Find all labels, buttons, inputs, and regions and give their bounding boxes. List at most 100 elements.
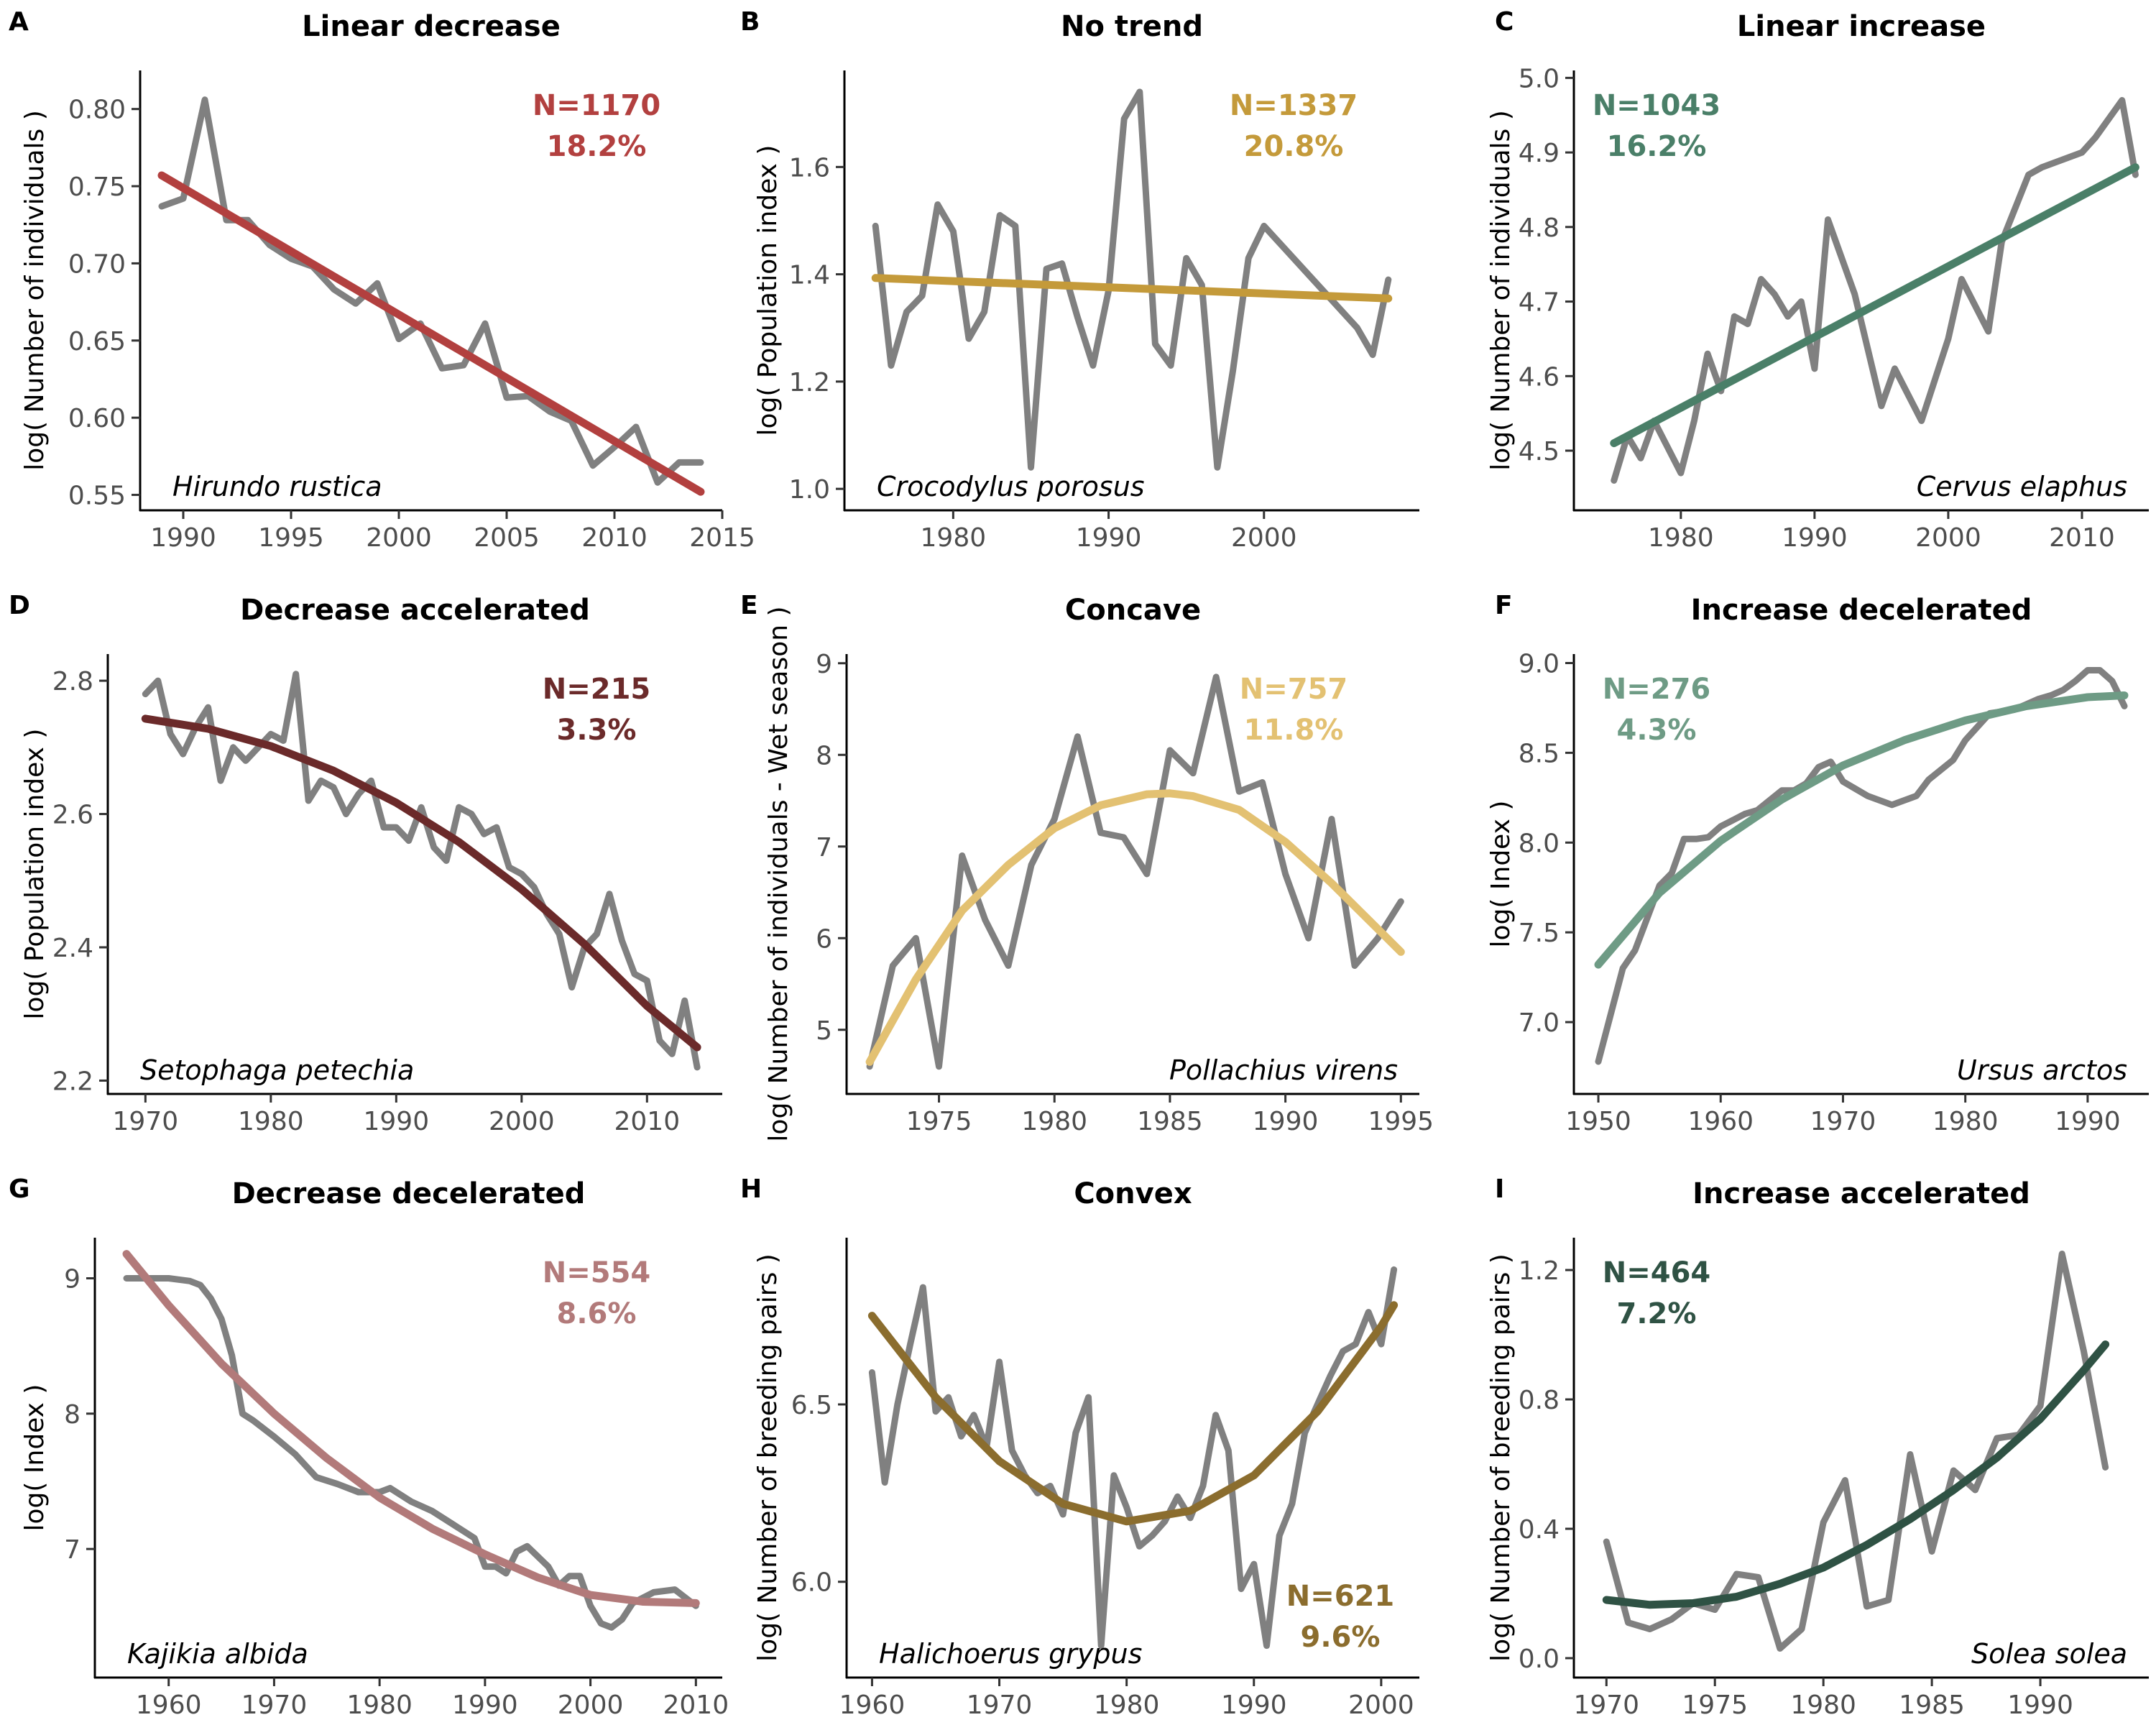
y-axis-title: log( Number of individuals ) xyxy=(20,110,50,471)
y-tick-label: 1.2 xyxy=(1519,1256,1560,1286)
panel-title: Convex xyxy=(1074,1177,1192,1210)
x-tick-label: 1990 xyxy=(2055,1107,2121,1136)
panel-c: C Linear increase 1980 1990 2000 2010 4.5 4.6 4.… xyxy=(1486,7,2149,553)
species-label: Hirundo rustica xyxy=(172,471,382,502)
x-tick-label: 1990 xyxy=(452,1690,518,1720)
sample-size-label: N=621 xyxy=(1286,1580,1395,1613)
y-tick-label: 0.0 xyxy=(1519,1644,1560,1674)
x-tick-label: 1990 xyxy=(1076,523,1142,553)
panel-title: Increase decelerated xyxy=(1691,594,2032,627)
x-tick-label: 1975 xyxy=(1682,1690,1748,1720)
x-tick-label: 1985 xyxy=(1137,1107,1203,1136)
panel-title: Decrease accelerated xyxy=(240,594,590,627)
y-tick-label: 8.5 xyxy=(1519,739,1560,768)
y-tick-label: 1.6 xyxy=(789,153,830,183)
fitted-trend-line xyxy=(122,1250,700,1607)
x-tick-label: 2010 xyxy=(2049,523,2115,553)
y-tick-label: 7.0 xyxy=(1519,1008,1560,1038)
x-tick-label: 2000 xyxy=(1231,523,1297,553)
y-tick-label: 8 xyxy=(816,741,832,770)
observed-series-line xyxy=(868,1266,1398,1650)
x-tick-label: 1960 xyxy=(136,1690,202,1720)
sample-size-label: N=554 xyxy=(543,1256,651,1289)
y-tick-label: 2.8 xyxy=(52,667,93,696)
panel-title: Decrease decelerated xyxy=(232,1177,586,1210)
x-tick-label: 1975 xyxy=(906,1107,972,1136)
y-tick-label: 9 xyxy=(64,1264,80,1294)
percentage-label: 16.2% xyxy=(1607,130,1707,163)
y-tick-label: 0.70 xyxy=(68,249,126,279)
fitted-trend-line xyxy=(865,789,1405,1066)
fitted-trend-line xyxy=(141,714,701,1052)
panel-title: Increase accelerated xyxy=(1692,1177,2030,1210)
y-tick-label: 2.6 xyxy=(52,801,93,830)
x-tick-label: 1970 xyxy=(1810,1107,1876,1136)
y-axis-title: log( Number of breeding pairs ) xyxy=(753,1254,783,1662)
sample-size-label: N=1170 xyxy=(533,89,660,122)
y-tick-label: 7 xyxy=(816,833,832,862)
x-tick-label: 1970 xyxy=(1573,1690,1639,1720)
x-tick-label: 1985 xyxy=(1899,1690,1965,1720)
species-label: Halichoerus grypus xyxy=(879,1638,1142,1670)
panel-a: A Linear decrease 1990 1995 2000 2005 2010 2015… xyxy=(9,7,755,553)
panel-letter: D xyxy=(9,591,30,620)
y-tick-label: 0.55 xyxy=(68,482,126,511)
species-label: Kajikia albida xyxy=(127,1638,308,1670)
y-tick-label: 5.0 xyxy=(1519,64,1560,93)
panel-letter: G xyxy=(9,1174,30,1204)
sample-size-label: N=1043 xyxy=(1593,89,1720,122)
percentage-label: 3.3% xyxy=(557,714,637,747)
sample-size-label: N=1337 xyxy=(1230,89,1358,122)
species-label: Crocodylus porosus xyxy=(877,471,1145,502)
x-tick-label: 2000 xyxy=(489,1107,555,1136)
y-tick-label: 0.60 xyxy=(68,404,126,433)
x-tick-label: 2005 xyxy=(474,523,540,553)
x-tick-label: 1990 xyxy=(150,523,216,553)
panel-letter: H xyxy=(740,1174,762,1204)
y-tick-label: 5 xyxy=(816,1016,832,1046)
x-tick-label: 1990 xyxy=(2007,1690,2073,1720)
panel-i: I Increase accelerated 1970 1975 1980 1985 199… xyxy=(1486,1174,2149,1720)
y-axis-title: log( Number of individuals ) xyxy=(1486,110,1516,471)
species-label: Pollachius virens xyxy=(1169,1054,1398,1086)
y-tick-label: 0.75 xyxy=(68,172,126,202)
percentage-label: 11.8% xyxy=(1244,714,1344,747)
x-tick-label: 1950 xyxy=(1565,1107,1631,1136)
panel-letter: I xyxy=(1495,1174,1504,1204)
panel-letter: E xyxy=(740,591,758,620)
panel-title: No trend xyxy=(1061,10,1203,43)
y-axis-title: log( Number of breeding pairs ) xyxy=(1486,1254,1516,1662)
y-tick-label: 7.5 xyxy=(1519,919,1560,948)
species-label: Solea solea xyxy=(1971,1638,2127,1670)
x-tick-label: 1995 xyxy=(1368,1107,1434,1136)
y-tick-label: 6.5 xyxy=(791,1391,832,1420)
x-tick-label: 1980 xyxy=(346,1690,413,1720)
y-tick-label: 1.2 xyxy=(789,368,830,397)
panel-title: Linear increase xyxy=(1737,10,1986,43)
y-tick-label: 1.4 xyxy=(789,261,830,290)
observed-series-line xyxy=(866,673,1404,1070)
observed-series-line xyxy=(123,1275,699,1631)
species-label: Setophaga petechia xyxy=(140,1054,414,1086)
y-tick-label: 4.7 xyxy=(1519,288,1560,318)
y-tick-label: 0.8 xyxy=(1519,1386,1560,1415)
y-tick-label: 1.0 xyxy=(789,475,830,505)
y-tick-label: 4.5 xyxy=(1519,437,1560,466)
fitted-trend-line xyxy=(871,274,1393,303)
x-tick-label: 2010 xyxy=(581,523,648,553)
observed-series-line xyxy=(1595,667,2128,1065)
sample-size-label: N=464 xyxy=(1603,1256,1711,1289)
y-tick-label: 9 xyxy=(816,650,832,679)
x-tick-label: 1970 xyxy=(967,1690,1033,1720)
x-tick-label: 1980 xyxy=(1790,1690,1856,1720)
x-tick-label: 1980 xyxy=(1932,1107,1999,1136)
sample-size-label: N=276 xyxy=(1603,673,1711,706)
x-tick-label: 1990 xyxy=(1253,1107,1319,1136)
y-tick-label: 4.6 xyxy=(1519,362,1560,392)
y-tick-label: 6.0 xyxy=(791,1568,832,1598)
percentage-label: 8.6% xyxy=(557,1297,637,1330)
y-tick-label: 2.2 xyxy=(52,1067,93,1096)
sample-size-label: N=215 xyxy=(543,673,651,706)
y-tick-label: 0.80 xyxy=(68,96,126,125)
